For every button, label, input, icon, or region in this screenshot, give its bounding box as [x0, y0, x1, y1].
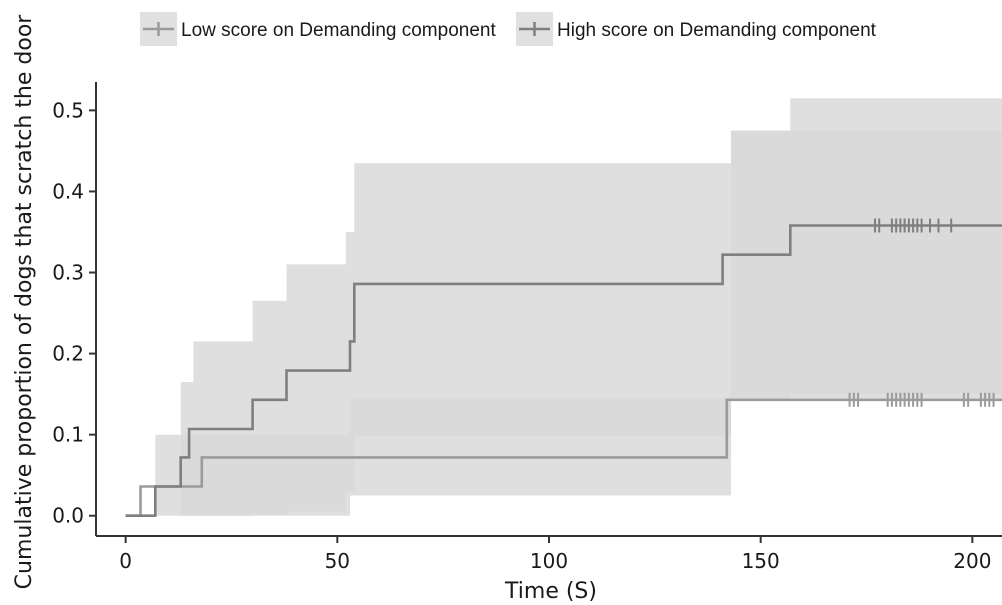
x-tick-label: 100 [530, 549, 568, 573]
x-axis-title: Time (S) [504, 579, 597, 604]
legend: Low score on Demanding component High sc… [140, 12, 877, 46]
y-tick-label: 0.1 [52, 423, 84, 447]
legend-label-high: High score on Demanding component [557, 20, 877, 41]
axes: 0.0 0.1 0.2 0.3 0.4 0.5 0 50 100 150 200 [52, 82, 1002, 573]
confidence-bands [125, 98, 1002, 516]
km-line-series-0 [125, 398, 1002, 517]
y-tick-label: 0.3 [52, 261, 84, 285]
ci-band-series-1 [125, 98, 1002, 516]
x-tick-label: 0 [119, 549, 132, 573]
legend-label-low: Low score on Demanding component [181, 20, 496, 41]
y-tick-label: 0.4 [52, 179, 84, 203]
y-axis-title: Cumulative proportion of dogs that scrat… [12, 14, 37, 590]
y-tick-label: 0.0 [52, 504, 84, 528]
y-tick-label: 0.2 [52, 342, 84, 366]
survival-lines [125, 224, 1002, 517]
x-tick-label: 150 [742, 549, 780, 573]
km-line-series-1 [125, 224, 1002, 517]
y-ticks: 0.0 0.1 0.2 0.3 0.4 0.5 [52, 98, 96, 528]
x-tick-label: 50 [325, 549, 350, 573]
y-tick-label: 0.5 [52, 98, 84, 122]
x-ticks: 0 50 100 150 200 [119, 536, 991, 573]
x-tick-label: 200 [953, 549, 991, 573]
censor-marks [844, 218, 999, 407]
